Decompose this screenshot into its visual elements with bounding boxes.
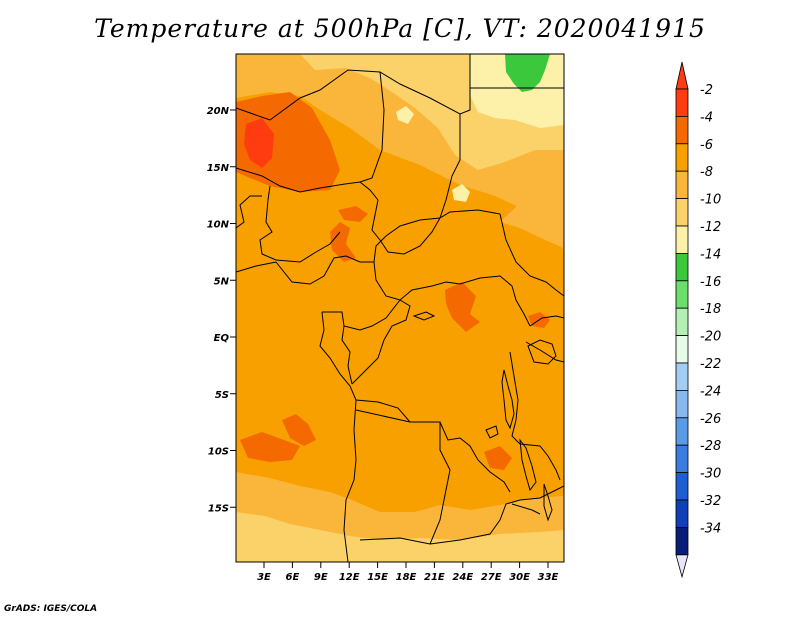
colorbar-label: -24	[700, 384, 721, 399]
lat-tick-label: 10N	[207, 220, 230, 231]
colorbar-bottom-arrow	[675, 554, 689, 579]
lat-tick-label: 10S	[208, 447, 229, 458]
lat-tick-label: 5N	[214, 276, 230, 287]
colorbar-label: -32	[700, 494, 721, 509]
lon-tick-label: 18E	[396, 572, 417, 583]
lon-tick-label: 33E	[538, 572, 559, 583]
colorbar-swatch	[675, 527, 689, 556]
field-warm-upper-center	[338, 206, 368, 222]
colorbar-swatch	[675, 417, 689, 446]
colorbar: -2 -4 -6 -8 -10 -12 -14 -16 -18 -20 -22 -24 -26 -28 -3…	[675, 61, 721, 579]
colorbar-swatch	[675, 335, 689, 364]
grads-credit: GrADS: IGES/COLA	[4, 604, 98, 614]
lon-tick-label: 30E	[509, 572, 530, 583]
temperature-field	[236, 54, 564, 562]
colorbar-swatch	[675, 362, 689, 391]
colorbar-label: -4	[700, 110, 713, 125]
lat-tick-label: EQ	[214, 333, 230, 344]
field-coolest-patch-a	[396, 106, 414, 124]
lon-tick-label: 9E	[314, 572, 328, 583]
field-cool-south	[236, 512, 564, 562]
field-warm-south	[484, 446, 512, 470]
colorbar-label: -28	[700, 439, 721, 454]
colorbar-swatch	[675, 280, 689, 309]
colorbar-swatch	[675, 444, 689, 474]
colorbar-swatch	[675, 472, 689, 501]
colorbar-label: -10	[700, 193, 721, 208]
colorbar-label: -22	[700, 357, 721, 372]
field-coolest-patch-b	[452, 184, 470, 202]
colorbar-swatch	[675, 88, 689, 117]
field-warm-west-center	[330, 222, 356, 262]
colorbar-swatch	[675, 389, 689, 419]
map-frame	[235, 53, 565, 563]
colorbar-swatch	[675, 252, 689, 282]
lon-tick-label: 6E	[286, 572, 300, 583]
map-title: Temperature at 500hPa [C], VT: 202004191…	[94, 14, 706, 43]
colorbar-label: -34	[700, 521, 721, 536]
colorbar-label: -2	[700, 83, 713, 98]
colorbar-swatch	[675, 225, 689, 254]
lat-tick-label: 15N	[207, 163, 230, 174]
lat-tick-label: 20N	[207, 106, 230, 117]
colorbar-top-arrow	[675, 61, 689, 90]
lon-tick-label: 12E	[339, 572, 360, 583]
lon-tick-label: 21E	[424, 572, 445, 583]
lon-tick-label: 15E	[367, 572, 388, 583]
colorbar-label: -14	[700, 247, 721, 262]
field-warm-southwest	[240, 432, 300, 462]
lon-tick-label: 27E	[481, 572, 502, 583]
lon-tick-label: 3E	[257, 572, 271, 583]
field-warm-central	[445, 282, 480, 332]
field-cooler-east	[500, 175, 564, 248]
colorbar-label: -16	[700, 275, 721, 290]
lat-tick-label: 5S	[215, 390, 229, 401]
longitude-axis: 3E 6E 9E 12E 15E 18E 21E 24E 27E 30E 33E	[257, 562, 559, 583]
colorbar-label: -12	[700, 220, 721, 235]
colorbar-swatch	[675, 307, 689, 337]
latitude-axis: 20N 15N 10N 5N EQ 5S 10S 15S	[207, 106, 236, 514]
country-borders	[236, 54, 564, 562]
colorbar-label: -6	[700, 138, 713, 153]
colorbar-swatch	[675, 499, 689, 528]
colorbar-swatch	[675, 198, 689, 227]
colorbar-label: -8	[700, 165, 713, 180]
colorbar-label: -18	[700, 302, 721, 317]
field-warmest-northwest	[244, 118, 274, 168]
colorbar-swatch	[675, 116, 689, 145]
colorbar-label: -30	[700, 467, 721, 482]
field-green-northeast	[505, 54, 550, 92]
field-warm-southwest-b	[282, 414, 316, 446]
lon-tick-label: 24E	[452, 572, 473, 583]
colorbar-label: -20	[700, 330, 721, 345]
lat-tick-label: 15S	[208, 503, 229, 514]
colorbar-swatch	[675, 170, 689, 199]
colorbar-swatch	[675, 143, 689, 172]
colorbar-label: -26	[700, 412, 721, 427]
